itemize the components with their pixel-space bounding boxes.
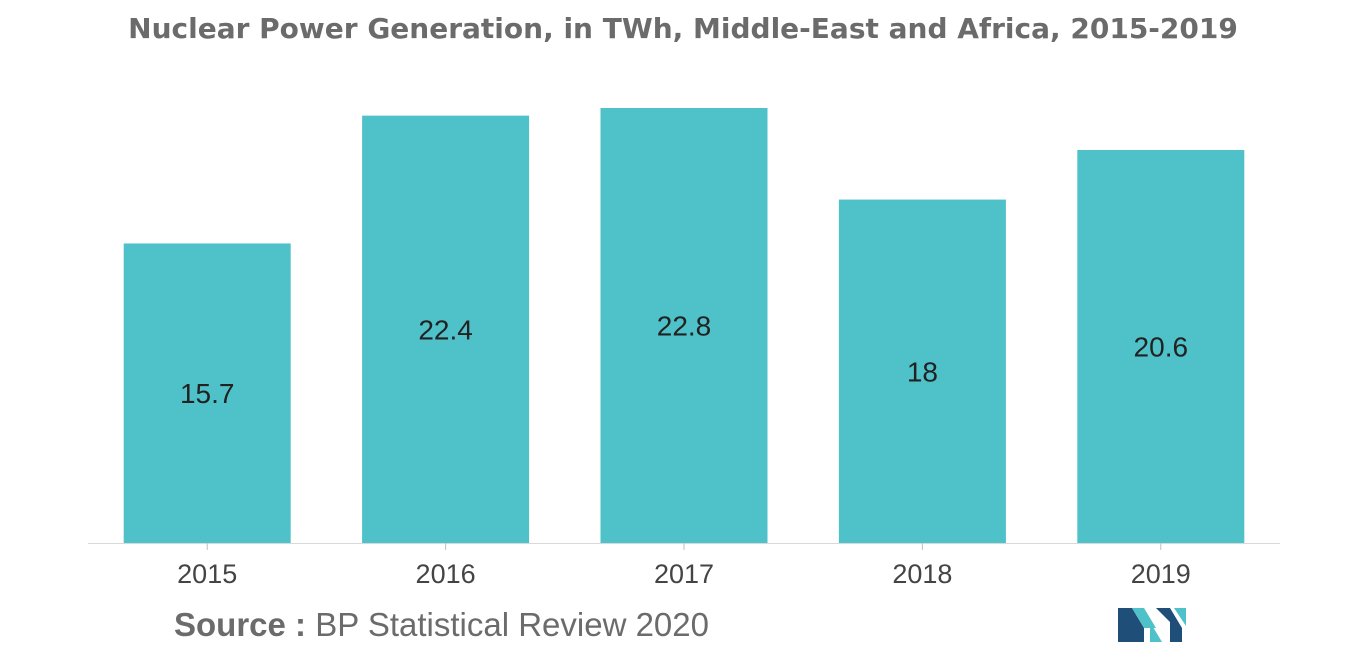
source-note: Source : BP Statistical Review 2020 xyxy=(174,606,709,644)
source-text: BP Statistical Review 2020 xyxy=(315,606,709,643)
data-label-2017: 22.8 xyxy=(657,311,712,342)
chart-title: Nuclear Power Generation, in TWh, Middle… xyxy=(128,12,1238,45)
x-tick-label-2019: 2019 xyxy=(1131,559,1191,589)
bar-2015 xyxy=(123,243,291,544)
bars-group xyxy=(123,108,1245,544)
data-label-2015: 15.7 xyxy=(180,378,235,409)
bar-2016 xyxy=(362,115,530,543)
x-tick-label-2015: 2015 xyxy=(177,559,237,589)
mordor-intelligence-logo-icon xyxy=(1118,608,1186,642)
x-tick-label-2016: 2016 xyxy=(416,559,476,589)
data-label-2016: 22.4 xyxy=(418,314,473,345)
bar-2019 xyxy=(1077,149,1245,543)
x-tick-label-2017: 2017 xyxy=(654,559,714,589)
bar-2018 xyxy=(838,199,1006,543)
bar-2017 xyxy=(600,108,768,543)
data-labels-group: 15.7 22.4 22.8 18 20.6 xyxy=(180,311,1188,410)
source-label: Source : xyxy=(174,606,307,643)
x-axis-ticks xyxy=(206,543,1162,550)
data-label-2019: 20.6 xyxy=(1134,331,1189,362)
bar-chart: 15.7 22.4 22.8 18 20.6 2015 2016 2017 2018 2019 xyxy=(88,108,1280,589)
data-label-2018: 18 xyxy=(907,356,938,387)
x-tick-label-2018: 2018 xyxy=(892,559,952,589)
x-tick-labels-group: 2015 2016 2017 2018 2019 xyxy=(177,559,1191,589)
